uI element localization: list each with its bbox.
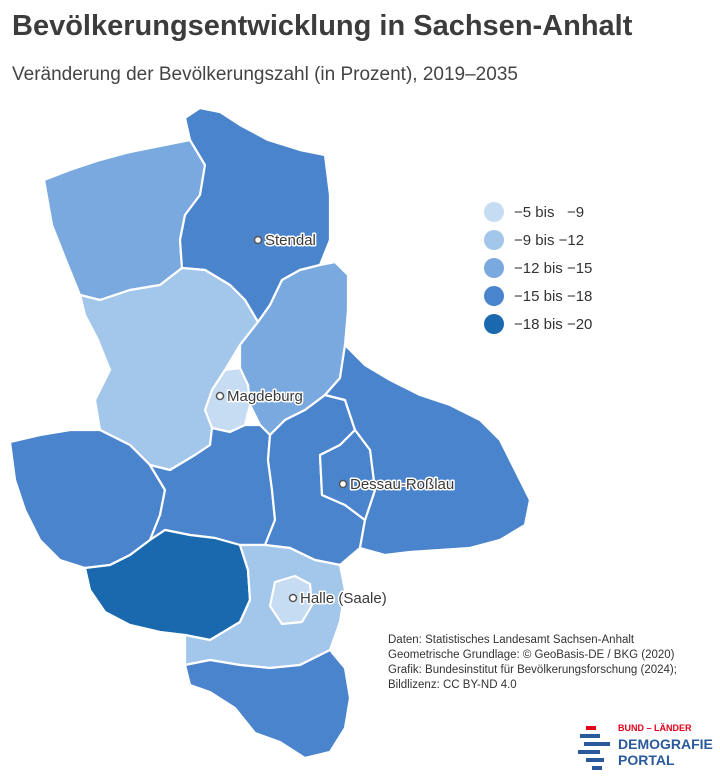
region-dessau-rosslau[interactable] — [318, 428, 377, 522]
legend-item: −5 bis −9 — [484, 198, 592, 226]
source-line-geometry: Geometrische Grundlage: © GeoBasis-DE / … — [388, 649, 675, 661]
legend-swatch — [484, 202, 504, 222]
city-halle: Halle (Saale) — [288, 589, 388, 609]
legend-item: −9 bis −12 — [484, 226, 592, 254]
page-subtitle: Veränderung der Bevölkerungszahl (in Pro… — [12, 64, 518, 85]
legend-label: −5 bis −9 — [514, 203, 585, 221]
legend-swatch — [484, 230, 504, 250]
legend-label: −12 bis −15 — [514, 259, 593, 277]
legend-label: −18 bis −20 — [514, 315, 593, 333]
logo-top-text: BUND – LÄNDER — [618, 723, 692, 733]
demografie-portal-logo[interactable]: BUND – LÄNDER DEMOGRAFIE PORTAL — [578, 718, 718, 776]
page-title: Bevölkerungsentwicklung in Sachsen-Anhal… — [12, 10, 633, 42]
region-magdeburg[interactable] — [203, 366, 252, 434]
source-line-data: Daten: Statistisches Landesamt Sachsen-A… — [388, 634, 635, 646]
legend-swatch — [484, 314, 504, 334]
legend-swatch — [484, 286, 504, 306]
city-marker-icon — [288, 593, 298, 603]
city-marker-icon — [253, 235, 263, 245]
logo-line1: DEMOGRAFIE — [618, 736, 713, 752]
map-legend: −5 bis −9 −9 bis −12 −12 bis −15 −15 bis… — [484, 198, 592, 338]
city-marker-icon — [215, 391, 225, 401]
city-stendal: Stendal — [253, 231, 317, 251]
legend-swatch — [484, 258, 504, 278]
legend-label: −9 bis −12 — [514, 231, 585, 249]
city-label-magdeburg: Magdeburg — [227, 388, 303, 405]
source-line-graphic: Grafik: Bundesinstitut für Bevölkerungsf… — [388, 664, 677, 676]
legend-label: −15 bis −18 — [514, 287, 593, 305]
city-marker-icon — [338, 479, 348, 489]
sachsen-anhalt-map: Stendal Magdeburg Dessau-Roßlau Halle (S… — [8, 106, 532, 760]
city-label-stendal: Stendal — [265, 232, 316, 249]
source-notes: Daten: Statistisches Landesamt Sachsen-A… — [388, 633, 677, 693]
legend-item: −12 bis −15 — [484, 254, 592, 282]
region-burgenlandkreis[interactable] — [183, 648, 352, 760]
city-label-dessau: Dessau-Roßlau — [350, 476, 454, 493]
source-line-license: Bildlizenz: CC BY-ND 4.0 — [388, 679, 517, 691]
city-magdeburg: Magdeburg — [215, 387, 304, 407]
city-label-halle: Halle (Saale) — [300, 590, 387, 607]
logo-line2: PORTAL — [618, 752, 675, 768]
legend-item: −18 bis −20 — [484, 310, 592, 338]
legend-item: −15 bis −18 — [484, 282, 592, 310]
logo-bars-icon — [578, 726, 610, 770]
city-dessau: Dessau-Roßlau — [338, 475, 456, 495]
